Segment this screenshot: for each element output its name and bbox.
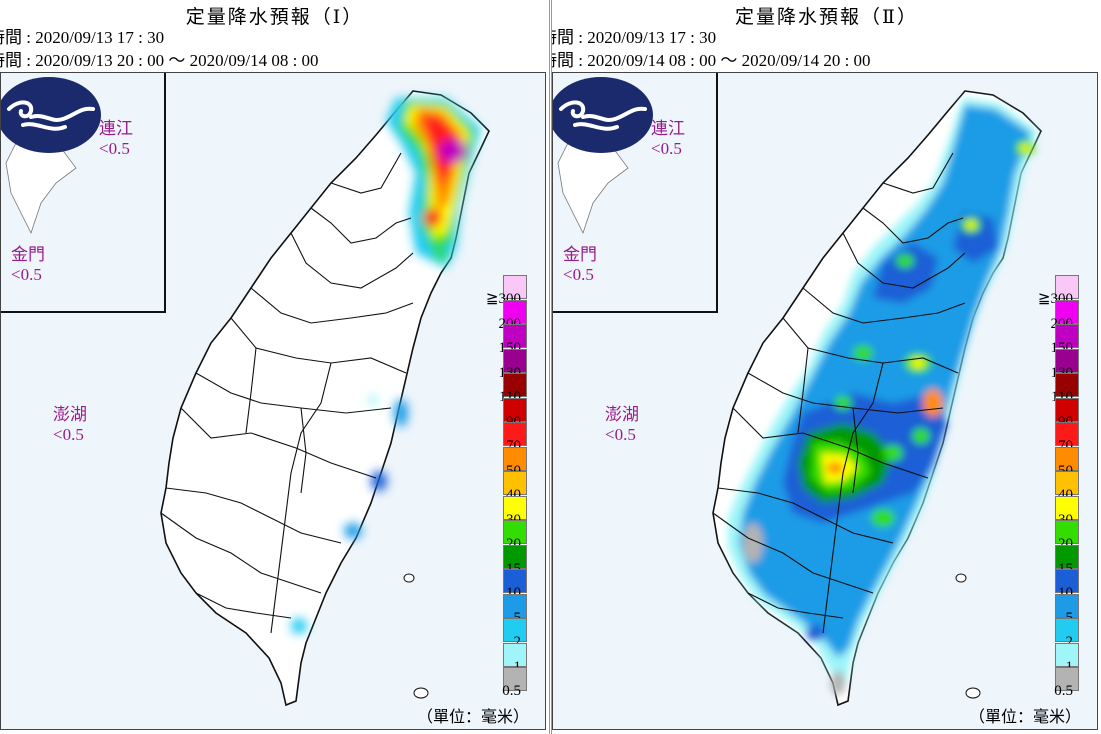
island-label-kinmen: 金門 <0.5 — [11, 245, 45, 285]
legend-swatch — [1055, 275, 1079, 299]
legend-swatch — [503, 422, 527, 446]
island-label-kinmen: 金門 <0.5 — [563, 245, 597, 285]
legend-swatch — [503, 446, 527, 471]
island-name: 金門 — [563, 245, 597, 264]
cwb-cloud-logo-icon — [1, 77, 101, 153]
valid-time: 時間 : 2020/09/14 08 : 00 ～ 2020/09/14 20 … — [551, 51, 871, 70]
legend-swatch — [503, 397, 527, 422]
legend-label: 0.5 — [502, 683, 521, 699]
legend-swatch — [1055, 324, 1079, 348]
rainfall-contours — [291, 98, 481, 634]
island-value: <0.5 — [605, 425, 636, 444]
small-islands — [955, 573, 981, 699]
legend-swatch — [503, 667, 527, 691]
island-label-penghu: 澎湖 <0.5 — [53, 405, 87, 445]
forecast-panel-1: 定量降水預報（Ⅰ） 時間 : 2020/09/13 17 : 30 時間 : 2… — [0, 0, 550, 734]
island-name: 澎湖 — [605, 405, 639, 424]
legend-swatch — [503, 544, 527, 569]
legend-label: 2 — [514, 634, 522, 650]
legend-swatch — [1055, 373, 1079, 397]
island-label-penghu: 澎湖 <0.5 — [605, 405, 639, 445]
rainfall-map: 連江 <0.5 金門 <0.5 澎湖 <0.5 ≧300200150130110… — [552, 72, 1098, 730]
legend-swatch — [1055, 495, 1079, 520]
legend-swatch — [503, 275, 527, 299]
panel-title: 定量降水預報（Ⅱ） — [735, 6, 918, 28]
legend-swatch — [503, 373, 527, 397]
island-label-matsu: 連江 <0.5 — [99, 119, 133, 159]
legend-swatch — [503, 569, 527, 593]
unit-label: （單位：毫米） — [417, 707, 530, 726]
legend-swatch — [1055, 520, 1079, 544]
legend-swatch — [1055, 667, 1079, 691]
legend-label: 0.5 — [1054, 683, 1073, 699]
legend-swatch — [503, 495, 527, 520]
cwb-cloud-logo-icon — [553, 77, 653, 153]
legend-label: 2 — [1066, 634, 1074, 650]
legend-swatch — [503, 348, 527, 373]
small-islands — [403, 573, 429, 699]
legend-label: 1 — [514, 659, 522, 675]
legend-swatch — [1055, 471, 1079, 495]
legend-swatch — [1055, 348, 1079, 373]
county-boundaries — [160, 152, 414, 634]
island-value: <0.5 — [53, 425, 84, 444]
legend-swatch — [503, 471, 527, 495]
island-value: <0.5 — [99, 139, 130, 158]
legend-swatch — [1055, 593, 1079, 618]
island-label-matsu: 連江 <0.5 — [651, 119, 685, 159]
issue-time: 時間 : 2020/09/13 17 : 30 — [551, 28, 717, 47]
legend-swatch — [1055, 299, 1079, 324]
island-name: 連江 — [651, 119, 685, 138]
legend-swatch — [1055, 422, 1079, 446]
island-name: 澎湖 — [53, 405, 87, 424]
rainfall-contours — [728, 98, 1038, 695]
legend-swatch — [1055, 569, 1079, 593]
forecast-panel-2: 定量降水預報（Ⅱ） 時間 : 2020/09/13 17 : 30 時間 : 2… — [551, 0, 1101, 734]
island-value: <0.5 — [651, 139, 682, 158]
legend-swatch — [503, 618, 527, 642]
island-value: <0.5 — [11, 265, 42, 284]
county-boundaries — [712, 152, 966, 634]
legend-swatch — [1055, 544, 1079, 569]
legend-swatch — [503, 520, 527, 544]
legend-swatch — [1055, 397, 1079, 422]
taiwan-map — [712, 90, 1042, 707]
island-value: <0.5 — [563, 265, 594, 284]
legend-label: 5 — [1066, 610, 1074, 626]
legend-swatch — [503, 593, 527, 618]
legend-label: 1 — [1066, 659, 1074, 675]
legend-label: 5 — [514, 610, 522, 626]
legend-swatch — [1055, 446, 1079, 471]
issue-time: 時間 : 2020/09/13 17 : 30 — [0, 28, 165, 47]
legend-swatch — [503, 642, 527, 667]
rainfall-map: 連江 <0.5 金門 <0.5 澎湖 <0.5 ≧300200150130110… — [0, 72, 546, 730]
legend-swatch — [503, 324, 527, 348]
island-name: 連江 — [99, 119, 133, 138]
taiwan-map — [160, 90, 490, 707]
legend-swatch — [1055, 618, 1079, 642]
legend-swatch — [1055, 642, 1079, 667]
unit-label: （單位：毫米） — [969, 707, 1082, 726]
island-name: 金門 — [11, 245, 45, 264]
valid-time: 時間 : 2020/09/13 20 : 00 ～ 2020/09/14 08 … — [0, 51, 319, 70]
panel-title: 定量降水預報（Ⅰ） — [185, 6, 364, 28]
legend-swatch — [503, 299, 527, 324]
